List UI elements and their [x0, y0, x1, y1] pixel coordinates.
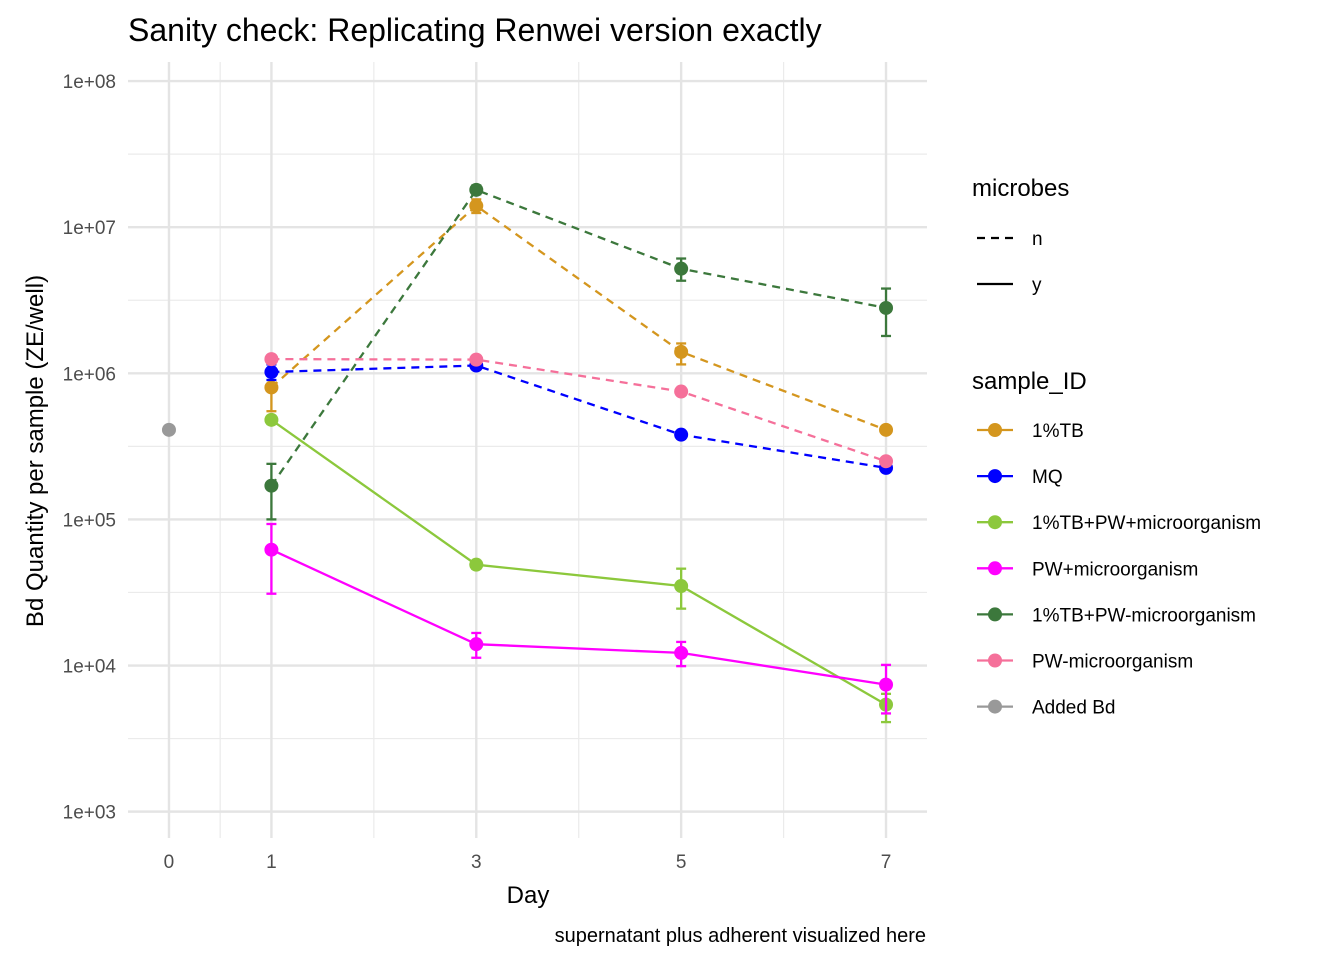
series-layer — [161, 182, 894, 724]
series-line — [271, 357, 887, 463]
x-tick-label: 3 — [471, 852, 482, 873]
series — [161, 422, 176, 437]
x-tick-label: 1 — [266, 852, 277, 873]
data-point — [674, 645, 689, 660]
series-line — [270, 548, 887, 686]
x-tick-label: 0 — [164, 852, 175, 873]
y-tick-label: 1e+04 — [63, 657, 117, 678]
data-point — [469, 198, 484, 213]
legend-label: 1%TB+PW-microorganism — [1032, 605, 1256, 626]
x-tick-label: 5 — [676, 852, 687, 873]
legend-title: sample_ID — [972, 368, 1087, 395]
y-tick-label: 1e+05 — [63, 510, 116, 531]
data-point — [674, 344, 689, 359]
data-point — [879, 300, 894, 315]
data-point — [469, 557, 484, 572]
legend-key-point — [988, 607, 1002, 622]
data-point — [264, 380, 279, 395]
data-point — [674, 427, 689, 442]
legend-key-point — [988, 469, 1002, 484]
series — [264, 182, 894, 521]
series — [264, 352, 894, 469]
legend-sample-id: sample_ID 1%TB MQ 1%TB+PW+microorganism PW+m… — [972, 368, 1261, 719]
y-tick-label: 1e+06 — [63, 364, 116, 385]
x-axis-title: Day — [507, 882, 550, 909]
data-point — [879, 422, 894, 437]
grid — [128, 62, 927, 838]
legend-title: microbes — [972, 175, 1069, 202]
legend-key-point — [988, 653, 1002, 668]
data-point — [879, 677, 894, 692]
series-line — [270, 188, 887, 487]
legend-key-point — [988, 515, 1002, 530]
data-point — [264, 542, 279, 557]
y-tick-label: 1e+03 — [63, 803, 116, 824]
legend-label: MQ — [1032, 467, 1063, 488]
legend-microbes: microbes n y — [972, 175, 1069, 296]
legend-label: y — [1032, 275, 1042, 296]
y-axis-title: Bd Quantity per sample (ZE/well) — [22, 275, 49, 627]
data-point — [469, 182, 484, 197]
series-line — [270, 204, 887, 431]
data-point — [264, 478, 279, 493]
y-tick-label: 1e+07 — [63, 218, 116, 239]
legend-label: 1%TB — [1032, 421, 1084, 442]
data-point — [161, 422, 176, 437]
legend-key-point — [988, 561, 1002, 576]
data-point — [879, 454, 894, 469]
series — [264, 522, 894, 715]
x-tick-label: 7 — [881, 852, 892, 873]
data-point — [469, 352, 484, 367]
legend-label: Added Bd — [1032, 698, 1115, 719]
legend-label: n — [1032, 229, 1043, 250]
data-point — [674, 384, 689, 399]
y-tick-labels: 1e+03 1e+04 1e+05 1e+06 1e+07 1e+08 — [63, 72, 117, 824]
data-point — [674, 261, 689, 276]
legend-key-point — [988, 699, 1002, 714]
data-point — [264, 412, 279, 427]
data-point — [264, 352, 279, 367]
data-point — [674, 579, 689, 594]
chart-title: Sanity check: Replicating Renwei version… — [128, 12, 822, 48]
caption: supernatant plus adherent visualized her… — [555, 925, 926, 947]
y-tick-label: 1e+08 — [63, 72, 116, 93]
legend-label: 1%TB+PW+microorganism — [1032, 513, 1261, 534]
legend-label: PW-microorganism — [1032, 652, 1193, 673]
data-point — [469, 637, 484, 652]
data-point — [264, 365, 279, 380]
x-tick-labels: 0 1 3 5 7 — [164, 852, 892, 873]
legend-key-point — [988, 423, 1002, 437]
series-line — [271, 364, 887, 470]
series-line — [270, 418, 887, 706]
legend-label: PW+microorganism — [1032, 559, 1198, 580]
